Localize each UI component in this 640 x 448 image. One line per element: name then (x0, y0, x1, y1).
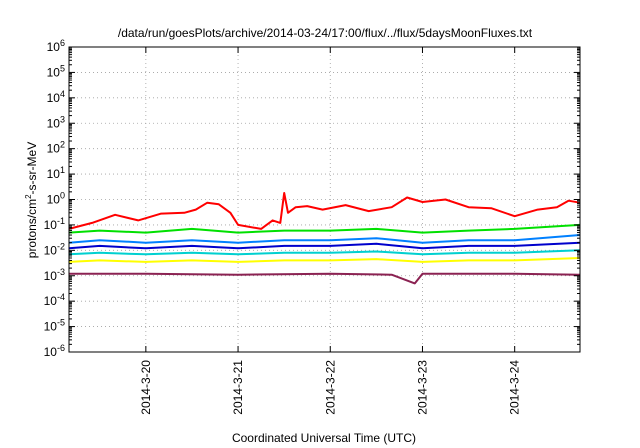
x-tick-label: 2014-3-20 (139, 360, 153, 415)
series-line (68, 223, 581, 234)
y-tick-label: 10-4 (44, 292, 65, 308)
y-tick-label: 10-3 (44, 267, 65, 283)
y-tick-label: 102 (47, 140, 65, 156)
y-axis-label-sup: 2 (24, 194, 33, 199)
y-axis-label: protons/cm2-s-sr-MeV (24, 142, 39, 258)
x-tick-label: 2014-3-21 (231, 360, 245, 415)
series-line (68, 249, 581, 256)
chart-title: /data/run/goesPlots/archive/2014-03-24/1… (118, 26, 533, 40)
y-tick-label: 103 (47, 114, 65, 130)
y-tick-label: 100 (47, 191, 65, 207)
y-tick-label: 106 (47, 38, 65, 54)
series-line (68, 257, 581, 263)
y-tick-label: 105 (47, 63, 65, 79)
y-tick-label: 10-6 (44, 343, 65, 359)
x-tick-label: 2014-3-24 (508, 360, 522, 415)
x-tick-label: 2014-3-22 (323, 360, 337, 415)
y-tick-label: 10-5 (44, 318, 65, 334)
series-layer (68, 192, 581, 285)
series-line (69, 272, 581, 285)
x-axis: 2014-3-20 2014-3-21 2014-3-22 2014-3-23 2014… (139, 47, 522, 415)
series-line (68, 234, 581, 244)
x-axis-label: Coordinated Universal Time (UTC) (232, 431, 416, 445)
y-axis-label-rest: -s-sr-MeV (25, 142, 39, 195)
x-tick-label: 2014-3-23 (415, 360, 429, 415)
series-line (68, 192, 581, 230)
y-tick-label: 101 (47, 165, 65, 181)
y-axis: 10-6 10-5 10-4 10-3 10-2 10-1 100 101 102 103 104 1… (44, 38, 580, 359)
y-axis-label-base: protons/cm (25, 199, 39, 258)
series-line (68, 241, 581, 250)
y-tick-label: 10-2 (44, 241, 65, 257)
y-tick-label: 10-1 (44, 216, 65, 232)
y-tick-label: 104 (47, 89, 65, 105)
grid (69, 47, 580, 352)
